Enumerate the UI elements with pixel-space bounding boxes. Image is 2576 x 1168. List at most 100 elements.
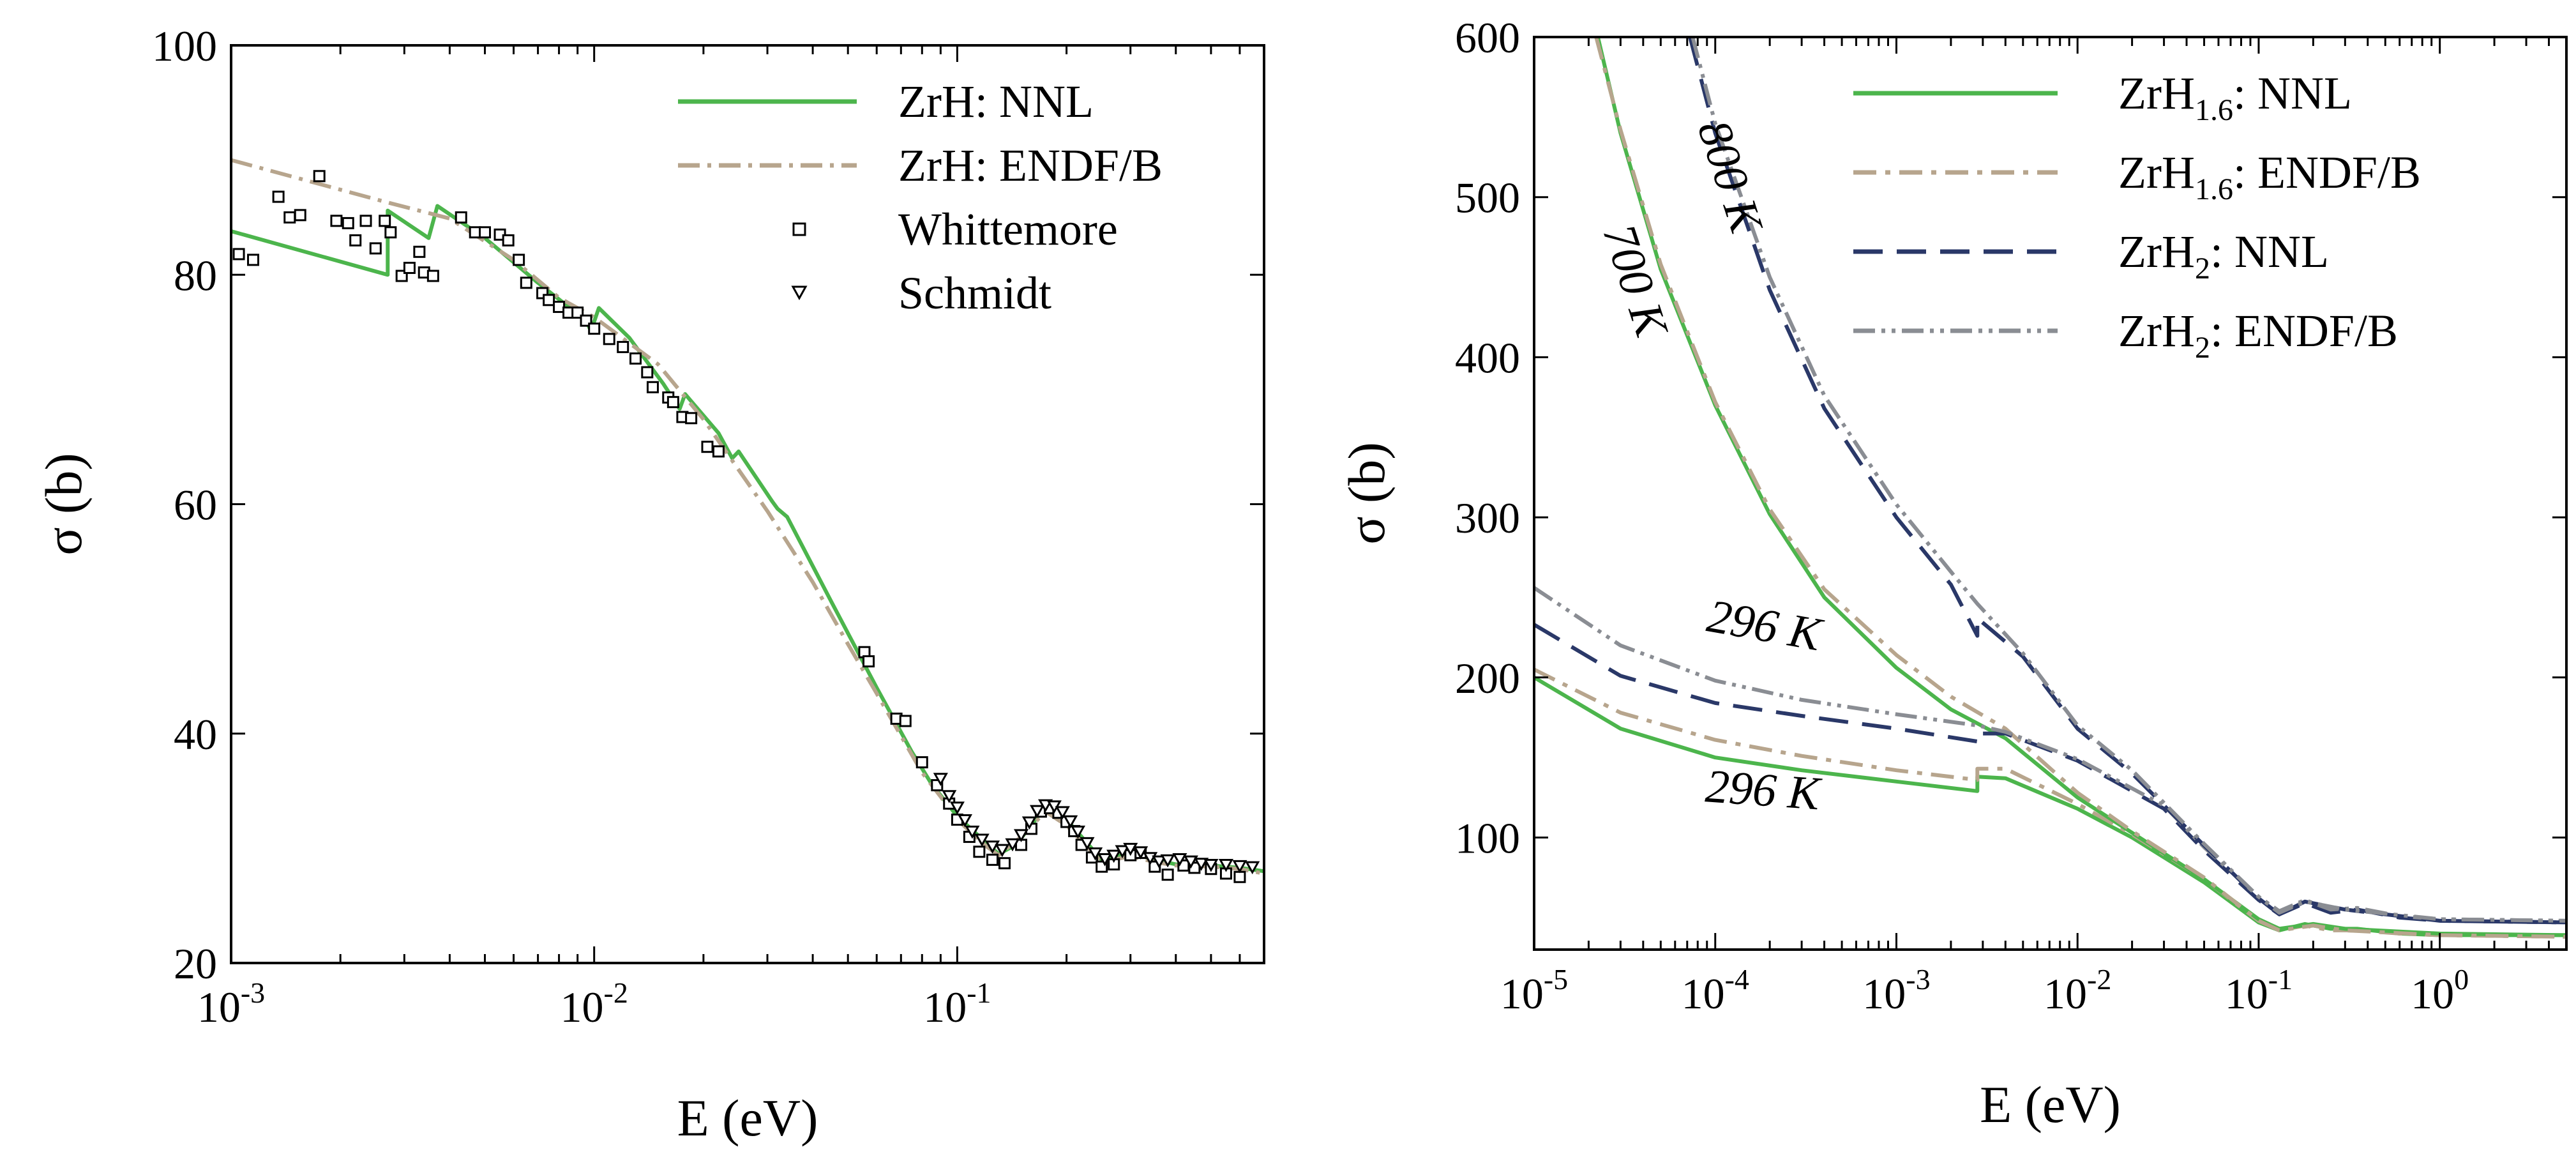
p0-ytick-label-4: 100	[152, 22, 217, 70]
left-chart-panel: 20 40 60 80 100 10-3 10-2 10-1 E (eV) σ (b) ZrH: N…	[34, 22, 1265, 1147]
p0-marker-square-32	[603, 333, 615, 345]
p0-marker-square-4	[294, 209, 306, 222]
p1-annotation-2: 296 K	[1703, 590, 1827, 662]
right-chart-panel: 100 200 300 400 500 600 10-5 10-4 10-3 10-2 10-1 10…	[1337, 13, 2568, 1134]
p1-series-line-3	[1594, 37, 2566, 939]
p0-xtick-label-0: 10-3	[197, 976, 265, 1031]
p0-marker-square-14	[403, 261, 416, 274]
p1-series-line-0	[1534, 676, 2566, 937]
p0-marker-triangle-15	[1063, 815, 1078, 829]
p0-marker-square-3	[283, 211, 296, 224]
p0-marker-triangle-4	[965, 825, 980, 839]
p0-ytick-label-2: 60	[174, 481, 217, 529]
p0-legend-swatch-3	[791, 285, 808, 301]
p0-marker-triangle-17	[1080, 837, 1095, 851]
p1-xtick-label-3: 10-2	[2044, 963, 2111, 1018]
p1-ytick-label-4: 500	[1455, 174, 1520, 222]
p1-ytick-label-5: 600	[1455, 13, 1520, 62]
p0-marker-square-69	[1161, 868, 1174, 881]
p1-legend-label-0: ZrH1.6: NNL	[2118, 68, 2352, 127]
p0-marker-triangle-33	[1245, 861, 1260, 875]
p0-marker-triangle-10	[1021, 816, 1037, 830]
p0-marker-triangle-1	[942, 790, 957, 803]
p0-ytick-label-3: 80	[174, 251, 217, 300]
p0-marker-triangle-8	[1005, 838, 1020, 852]
p0-marker-square-31	[588, 322, 601, 335]
p0-marker-square-20	[479, 226, 492, 239]
p0-marker-square-74	[1233, 870, 1246, 883]
p0-marker-square-2	[272, 190, 285, 203]
p1-legend-label-3: ZrH2: ENDF/B	[2118, 305, 2398, 365]
p0-marker-square-40	[685, 412, 698, 425]
p1-xtick-label-1: 10-4	[1682, 963, 1749, 1018]
p1-annotation-3: 296 K	[1704, 760, 1824, 821]
p1-series-line-7	[1691, 37, 2566, 923]
p1-xtick-label-5: 100	[2411, 963, 2469, 1018]
p0-y-axis-label: σ (b)	[34, 453, 93, 555]
p0-marker-triangle-27	[1172, 853, 1187, 867]
p0-marker-triangle-26	[1160, 854, 1175, 868]
p0-marker-square-19	[469, 226, 481, 239]
p0-marker-square-22	[502, 234, 515, 246]
p0-marker-triangle-20	[1106, 849, 1122, 863]
p1-ytick-label-2: 300	[1455, 494, 1520, 542]
p1-xtick-label-4: 10-1	[2225, 963, 2293, 1018]
p0-marker-square-23	[513, 254, 525, 266]
p0-marker-square-12	[384, 226, 397, 239]
p0-marker-square-36	[646, 381, 659, 393]
p0-marker-square-10	[369, 242, 382, 255]
p0-marker-triangle-31	[1218, 859, 1234, 872]
p0-legend-label-3: Schmidt	[898, 268, 1051, 319]
p0-legend-label-2: Whittemore	[898, 204, 1118, 255]
p0-xtick-label-1: 10-2	[561, 976, 628, 1031]
p0-marker-square-16	[413, 245, 426, 258]
p0-legend-label-0: ZrH: NNL	[898, 76, 1094, 127]
p0-marker-square-47	[915, 756, 928, 769]
p0-marker-triangle-9	[1013, 829, 1029, 842]
p0-marker-square-33	[617, 340, 629, 353]
p1-series-line-5	[1534, 586, 2566, 923]
p0-marker-square-9	[359, 215, 372, 227]
p1-xtick-label-2: 10-3	[1862, 963, 1930, 1018]
p1-xtick-label-0: 10-5	[1500, 963, 1568, 1018]
p0-marker-square-52	[973, 846, 986, 858]
p0-marker-triangle-30	[1203, 859, 1219, 872]
p0-marker-square-46	[899, 715, 912, 727]
p0-marker-square-17	[426, 269, 439, 282]
p0-marker-triangle-28	[1183, 855, 1198, 869]
p0-marker-triangle-29	[1194, 858, 1209, 871]
p0-marker-triangle-11	[1030, 805, 1045, 819]
p0-marker-triangle-25	[1152, 855, 1167, 869]
p1-legend-label-2: ZrH2: NNL	[2118, 226, 2329, 285]
p0-marker-triangle-16	[1070, 825, 1086, 839]
p0-x-axis-label: E (eV)	[677, 1089, 818, 1147]
p0-marker-triangle-19	[1097, 853, 1113, 867]
p0-legend: ZrH: NNL ZrH: ENDF/B Whittemore Schmidt	[678, 76, 1163, 319]
p1-legend-label-1: ZrH1.6: ENDF/B	[2118, 147, 2421, 206]
p0-marker-square-8	[349, 234, 362, 246]
p1-series-line-1	[1534, 667, 2566, 939]
p0-marker-triangle-5	[974, 833, 990, 847]
p1-y-axis-label: σ (b)	[1337, 442, 1396, 544]
p0-marker-square-41	[701, 441, 714, 453]
p0-marker-square-0	[232, 248, 245, 261]
p0-marker-square-18	[455, 211, 467, 224]
p0-legend-swatch-2	[792, 222, 806, 236]
p1-x-axis-label: E (eV)	[1980, 1075, 2121, 1134]
p0-marker-triangle-7	[995, 844, 1010, 858]
p0-marker-triangle-3	[957, 814, 973, 828]
p0-marker-square-1	[247, 254, 260, 266]
p0-marker-square-54	[998, 857, 1011, 870]
p0-xtick-label-2: 10-1	[923, 976, 991, 1031]
p0-ytick-label-1: 40	[174, 710, 217, 759]
p0-marker-square-11	[379, 215, 391, 227]
p0-marker-square-42	[712, 445, 725, 458]
p1-plot-area	[1534, 37, 2566, 939]
p0-marker-triangle-21	[1115, 845, 1130, 859]
p0-marker-square-5	[313, 170, 326, 183]
p0-ytick-label-0: 20	[174, 939, 217, 988]
p0-marker-square-53	[986, 853, 999, 866]
p0-legend-label-1: ZrH: ENDF/B	[898, 140, 1163, 191]
p0-marker-triangle-0	[933, 773, 948, 786]
